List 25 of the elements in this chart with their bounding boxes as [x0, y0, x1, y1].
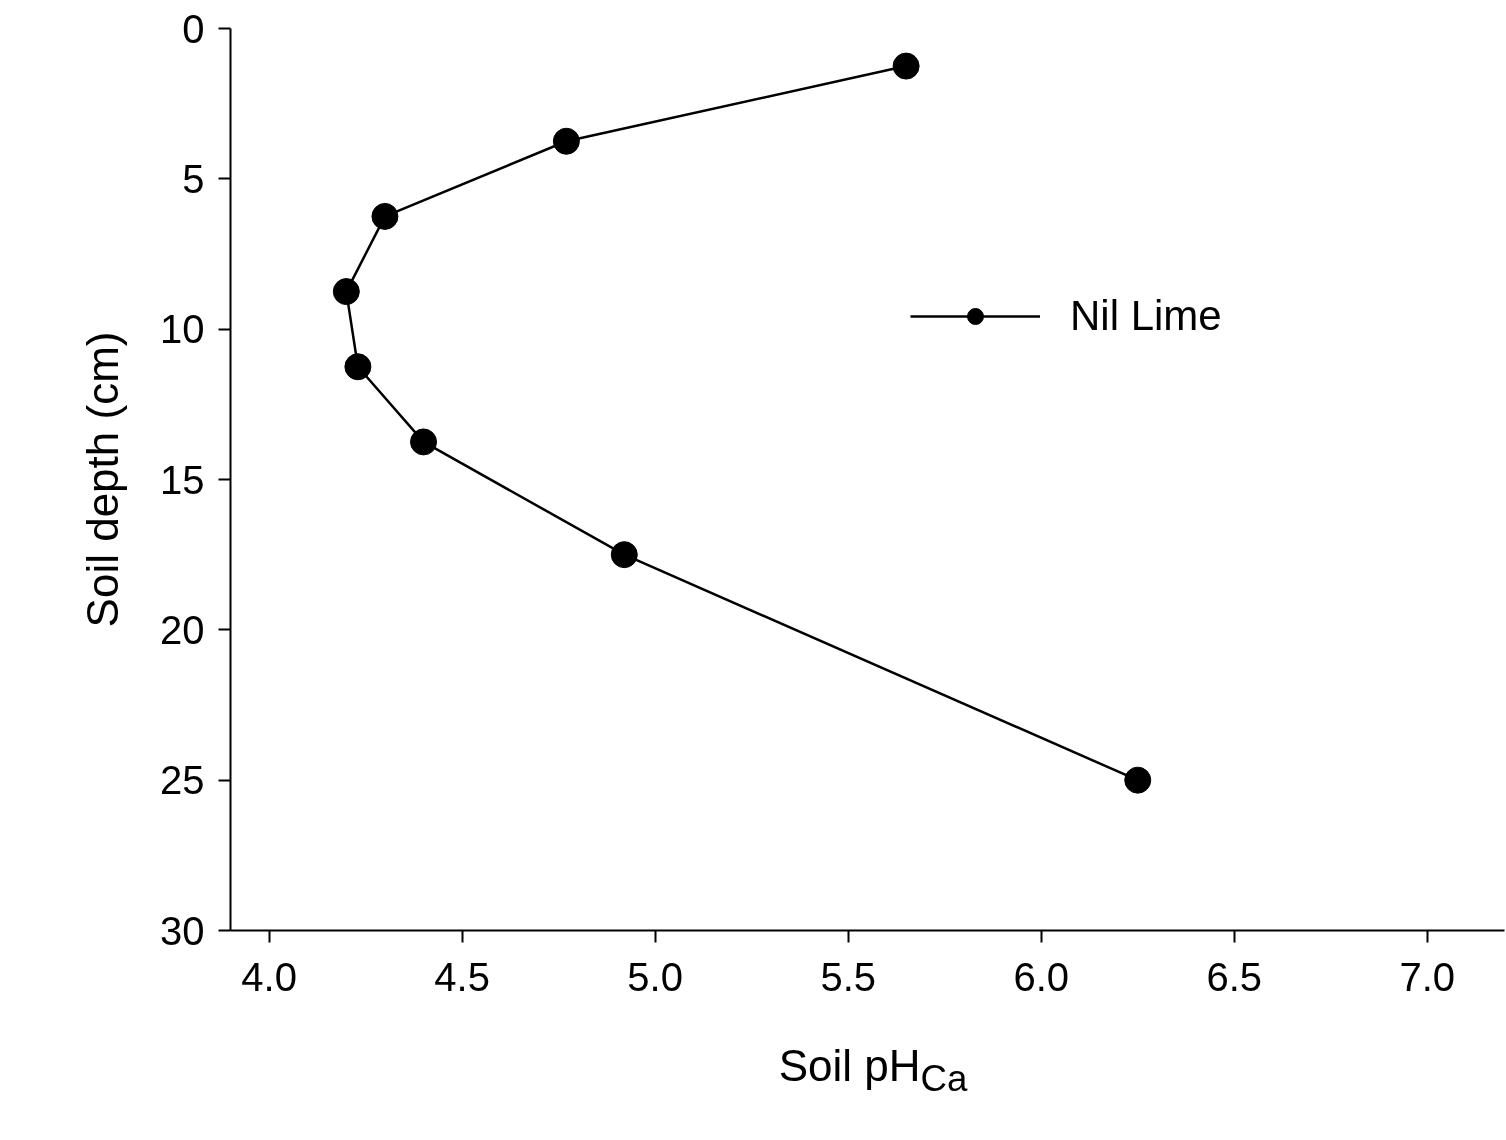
point — [610, 541, 638, 569]
point — [552, 127, 580, 155]
y-axis-title: Soil depth (cm) — [78, 331, 128, 628]
x-tick-label: 5.5 — [820, 954, 876, 999]
y-tick-label: 5 — [182, 156, 205, 201]
x-tick-label: 5.0 — [627, 954, 683, 999]
x-tick-label: 6.0 — [1013, 954, 1070, 999]
y-tick-label: 20 — [160, 607, 205, 652]
y-tick-label: 15 — [160, 457, 205, 502]
x-tick-label: 6.5 — [1206, 954, 1263, 999]
y-tick-label: 0 — [182, 6, 205, 51]
point — [332, 278, 360, 306]
point — [371, 202, 399, 230]
legend-label: Nil Lime — [1070, 292, 1222, 340]
point — [892, 52, 920, 80]
point — [1124, 766, 1152, 794]
y-tick-label: 30 — [160, 908, 205, 953]
x-tick-label: 7.0 — [1399, 954, 1456, 999]
x-tick-label: 4.0 — [241, 954, 297, 999]
y-tick-label: 10 — [160, 307, 205, 352]
point — [410, 428, 438, 456]
x-tick-label: 4.5 — [434, 954, 490, 999]
point — [344, 353, 372, 381]
y-tick-label: 25 — [160, 758, 205, 803]
x-axis-title: Soil pH$_{Ca}$ — [778, 1040, 968, 1101]
